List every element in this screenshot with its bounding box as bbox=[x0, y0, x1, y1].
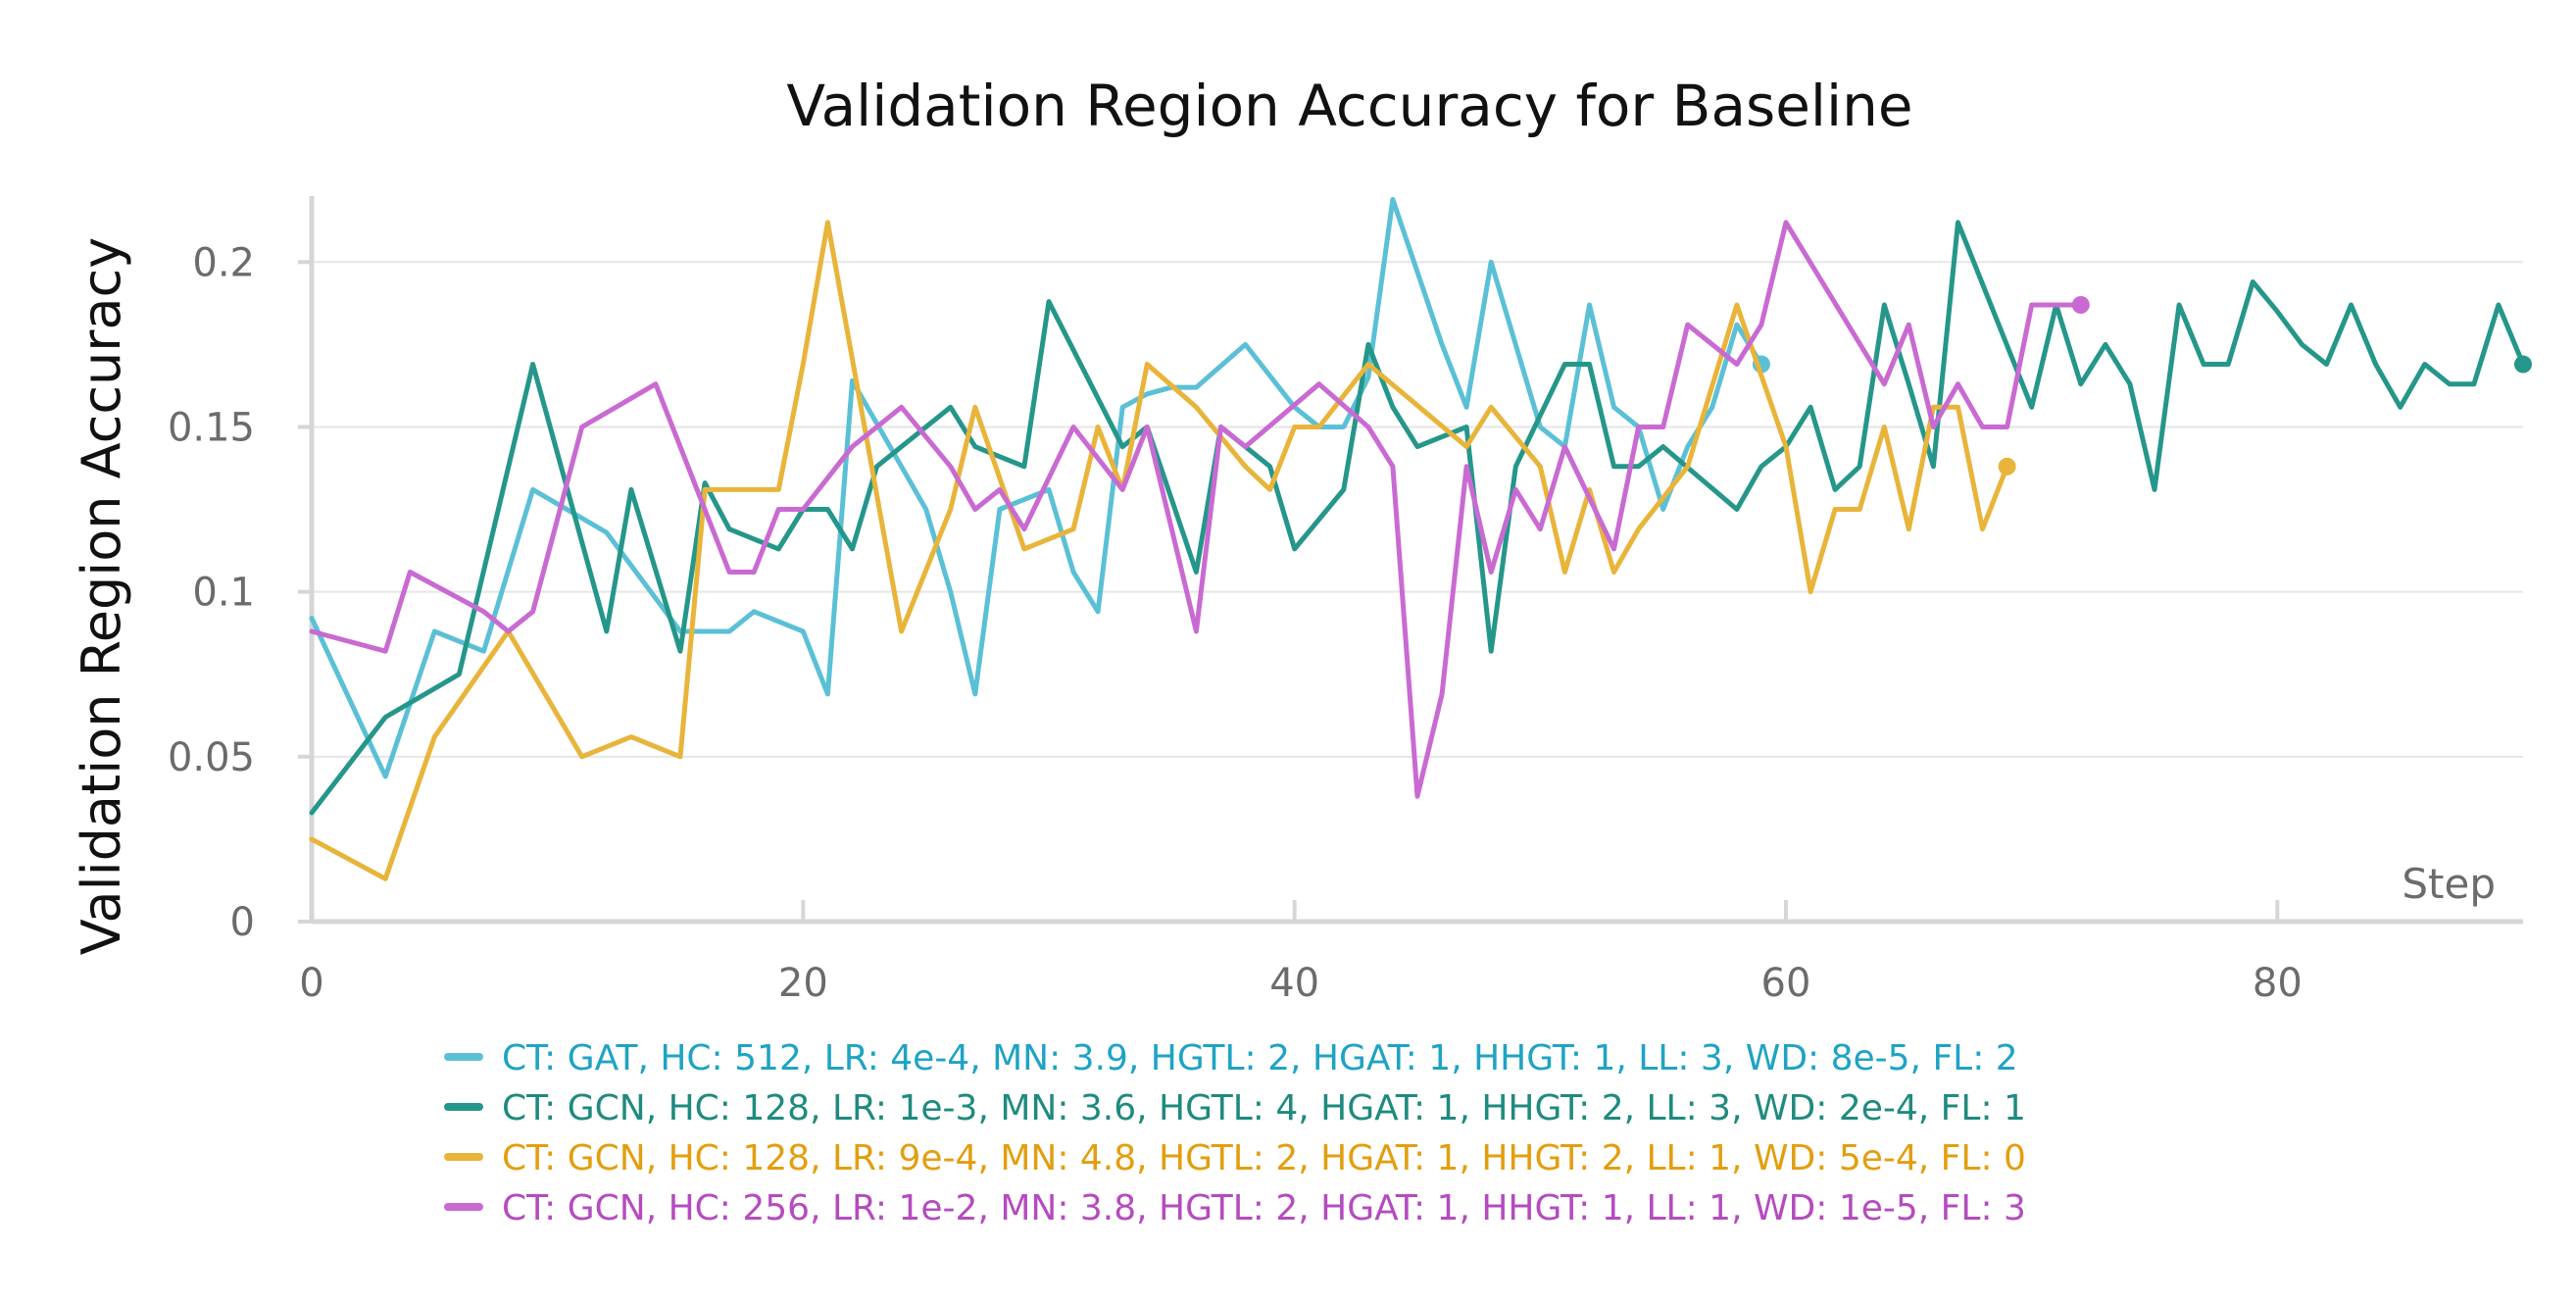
legend-item: CT: GCN, HC: 256, LR: 1e-2, MN: 3.8, HGT… bbox=[444, 1188, 2026, 1228]
legend-item: CT: GAT, HC: 512, LR: 4e-4, MN: 3.9, HGT… bbox=[444, 1038, 2018, 1078]
series-end-marker bbox=[2071, 296, 2090, 314]
legend-label: CT: GAT, HC: 512, LR: 4e-4, MN: 3.9, HGT… bbox=[502, 1038, 2018, 1078]
y-tick-label: 0.1 bbox=[192, 571, 255, 616]
series-line bbox=[309, 220, 2084, 799]
legend-item: CT: GCN, HC: 128, LR: 1e-3, MN: 3.6, HGT… bbox=[444, 1088, 2026, 1128]
series-line bbox=[309, 220, 2526, 816]
x-tick-label: 60 bbox=[1761, 961, 1811, 1006]
legend-label: CT: GCN, HC: 128, LR: 1e-3, MN: 3.6, HGT… bbox=[502, 1088, 2026, 1128]
y-axis-label: Validation Region Accuracy bbox=[71, 237, 132, 955]
y-tick-label: 0.05 bbox=[168, 735, 255, 780]
series-4 bbox=[309, 220, 2090, 799]
y-ticks: 0 0.05 0.1 0.15 0.2 bbox=[168, 240, 312, 945]
y-tick-label: 0 bbox=[230, 900, 255, 945]
y-tick-label: 0.15 bbox=[168, 405, 255, 450]
legend: CT: GAT, HC: 512, LR: 4e-4, MN: 3.9, HGT… bbox=[444, 1038, 2026, 1228]
legend-label: CT: GCN, HC: 256, LR: 1e-2, MN: 3.8, HGT… bbox=[502, 1188, 2026, 1228]
legend-item: CT: GCN, HC: 128, LR: 9e-4, MN: 4.8, HGT… bbox=[444, 1138, 2026, 1178]
chart-title: Validation Region Accuracy for Baseline bbox=[786, 73, 1912, 139]
series-line bbox=[309, 220, 2010, 881]
gridlines bbox=[312, 261, 2523, 758]
x-tick-label: 0 bbox=[299, 961, 323, 1006]
x-axis-label: Step bbox=[2402, 860, 2496, 908]
series-layer bbox=[309, 196, 2532, 881]
series-2 bbox=[309, 220, 2532, 816]
legend-label: CT: GCN, HC: 128, LR: 9e-4, MN: 4.8, HGT… bbox=[502, 1138, 2026, 1178]
series-3 bbox=[309, 220, 2016, 881]
x-tick-label: 40 bbox=[1269, 961, 1319, 1006]
y-tick-label: 0.2 bbox=[192, 240, 255, 285]
axes bbox=[309, 196, 2523, 925]
x-tick-label: 80 bbox=[2253, 961, 2303, 1006]
x-ticks: 0 20 40 60 80 bbox=[299, 900, 2303, 1006]
series-end-marker bbox=[2514, 355, 2532, 374]
x-tick-label: 20 bbox=[778, 961, 828, 1006]
series-end-marker bbox=[1998, 457, 2016, 476]
